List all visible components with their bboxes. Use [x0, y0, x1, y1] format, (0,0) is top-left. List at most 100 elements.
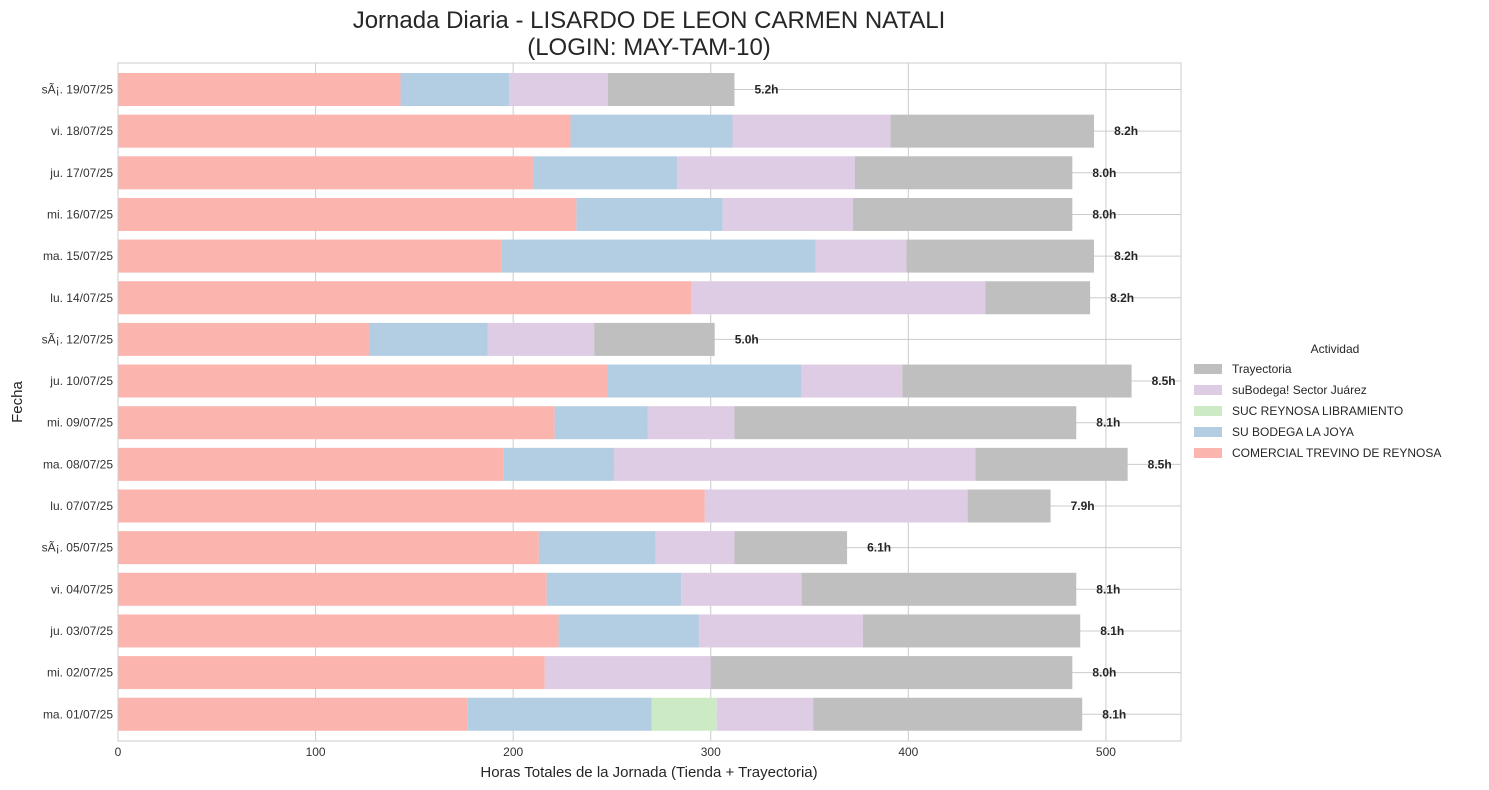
bar-segment — [532, 156, 678, 190]
legend-label: suBodega! Sector Juárez — [1232, 383, 1367, 397]
x-tick-label: 300 — [701, 745, 721, 759]
bar-segment — [651, 697, 717, 731]
legend-items: Trayectoria suBodega! Sector Juárez SUC RE… — [1194, 362, 1441, 460]
bar-segment — [655, 531, 735, 565]
bar-segment — [538, 531, 656, 565]
bar-segment — [681, 572, 802, 606]
y-tick-label: ma. 15/07/25 — [43, 249, 113, 263]
bar-segment — [801, 572, 1077, 606]
y-tick-label: vi. 04/07/25 — [51, 582, 113, 596]
bar-segment — [546, 572, 682, 606]
bar-segment — [710, 656, 1073, 690]
bar-total-label: 8.0h — [1092, 666, 1116, 680]
bar-segment — [467, 697, 652, 731]
bar-total-label: 8.2h — [1114, 249, 1138, 263]
bar-segment — [118, 114, 571, 148]
legend-label: SU BODEGA LA JOYA — [1232, 425, 1354, 439]
bar-segment — [118, 197, 577, 231]
bar-segment — [554, 406, 648, 440]
bar-segment — [985, 281, 1091, 315]
bar-segment — [677, 156, 855, 190]
bar-total-label: 8.1h — [1096, 416, 1120, 430]
bar-total-label: 8.5h — [1148, 457, 1172, 471]
y-tick-label: ma. 08/07/25 — [43, 457, 113, 471]
legend-swatch — [1194, 364, 1222, 374]
bar-total-label: 8.0h — [1092, 166, 1116, 180]
bar-segment — [118, 73, 401, 106]
plot-frame — [117, 62, 1182, 742]
bar-total-label: 8.1h — [1100, 624, 1124, 638]
total-labels: 5.2h 8.2h 8.0h 8.0h 8.2h 8.2h 5.0h 8.5h 8.1h 8.5h… — [735, 83, 1176, 722]
legend-swatch — [1194, 427, 1222, 437]
y-tick-label: sÃ¡. 05/07/25 — [42, 541, 114, 555]
bar-segment — [118, 697, 468, 731]
chart-title-line1: Jornada Diaria - LISARDO DE LEON CARMEN … — [353, 7, 946, 34]
y-tick-label: ma. 01/07/25 — [43, 707, 113, 721]
chart-title-line2: (LOGIN: MAY-TAM-10) — [527, 34, 771, 61]
bar-segment — [698, 614, 863, 648]
legend: Actividad Trayectoria suBodega! Sector Ju… — [1194, 342, 1441, 460]
bar-segment — [722, 197, 854, 231]
legend-label: SUC REYNOSA LIBRAMIENTO — [1232, 404, 1403, 418]
bar-total-label: 8.1h — [1096, 582, 1120, 596]
y-tick-label: lu. 07/07/25 — [50, 499, 113, 513]
bar-segment — [815, 239, 907, 273]
legend-swatch — [1194, 385, 1222, 395]
x-tick-label: 100 — [306, 745, 326, 759]
bar-total-label: 7.9h — [1071, 499, 1095, 513]
legend-swatch — [1194, 448, 1222, 458]
bar-segment — [853, 197, 1073, 231]
bar-segment — [862, 614, 1081, 648]
y-tick-label: mi. 02/07/25 — [47, 666, 113, 680]
bar-segment — [118, 322, 369, 356]
bar-segment — [902, 364, 1132, 398]
y-tick-label: vi. 18/07/25 — [51, 124, 113, 138]
bar-segment — [854, 156, 1073, 190]
y-tick-label: sÃ¡. 19/07/25 — [42, 83, 114, 97]
bar-segment — [732, 114, 891, 148]
x-tick-label: 400 — [898, 745, 918, 759]
y-tick-label: mi. 16/07/25 — [47, 207, 113, 221]
bar-total-label: 8.1h — [1102, 707, 1126, 721]
y-tick-labels: sÃ¡. 19/07/25 vi. 18/07/25 ju. 17/07/25 mi.… — [42, 83, 114, 722]
y-tick-label: ju. 10/07/25 — [49, 374, 113, 388]
bar-segment — [734, 531, 848, 565]
bar-segment — [734, 406, 1077, 440]
bar-segment — [570, 114, 733, 148]
bar-segment — [118, 156, 533, 190]
legend-label: COMERCIAL TREVINO DE REYNOSA — [1232, 446, 1441, 460]
legend-title: Actividad — [1311, 342, 1360, 356]
bar-segment — [118, 614, 559, 648]
bar-segment — [647, 406, 735, 440]
x-tick-label: 0 — [115, 745, 122, 759]
x-tick-label: 200 — [503, 745, 523, 759]
bar-segment — [704, 489, 968, 523]
bar-segment — [501, 239, 816, 273]
bar-segment — [576, 197, 723, 231]
bar-segment — [967, 489, 1051, 523]
bar-segment — [608, 364, 802, 398]
bar-segment — [716, 697, 814, 731]
bar-segment — [118, 239, 502, 273]
x-tick-labels: 0 100 200 300 400 500 — [115, 745, 1117, 759]
bar-segment — [118, 406, 555, 440]
bar-total-label: 8.0h — [1092, 207, 1116, 221]
y-axis-title: Fecha — [9, 381, 26, 423]
bar-segment — [118, 364, 609, 398]
bar-segment — [544, 656, 711, 690]
bars — [118, 73, 1132, 731]
x-tick-label: 500 — [1096, 745, 1116, 759]
bar-segment — [118, 447, 504, 481]
y-tick-label: mi. 09/07/25 — [47, 416, 113, 430]
bar-total-label: 8.5h — [1152, 374, 1176, 388]
bar-segment — [509, 73, 609, 106]
bar-segment — [890, 114, 1095, 148]
bar-total-label: 8.2h — [1114, 124, 1138, 138]
bar-segment — [558, 614, 699, 648]
bar-segment — [594, 322, 715, 356]
bar-segment — [613, 447, 976, 481]
bar-total-label: 5.2h — [754, 83, 778, 97]
bar-segment — [801, 364, 903, 398]
y-tick-label: lu. 14/07/25 — [50, 291, 113, 305]
bar-segment — [368, 322, 488, 356]
